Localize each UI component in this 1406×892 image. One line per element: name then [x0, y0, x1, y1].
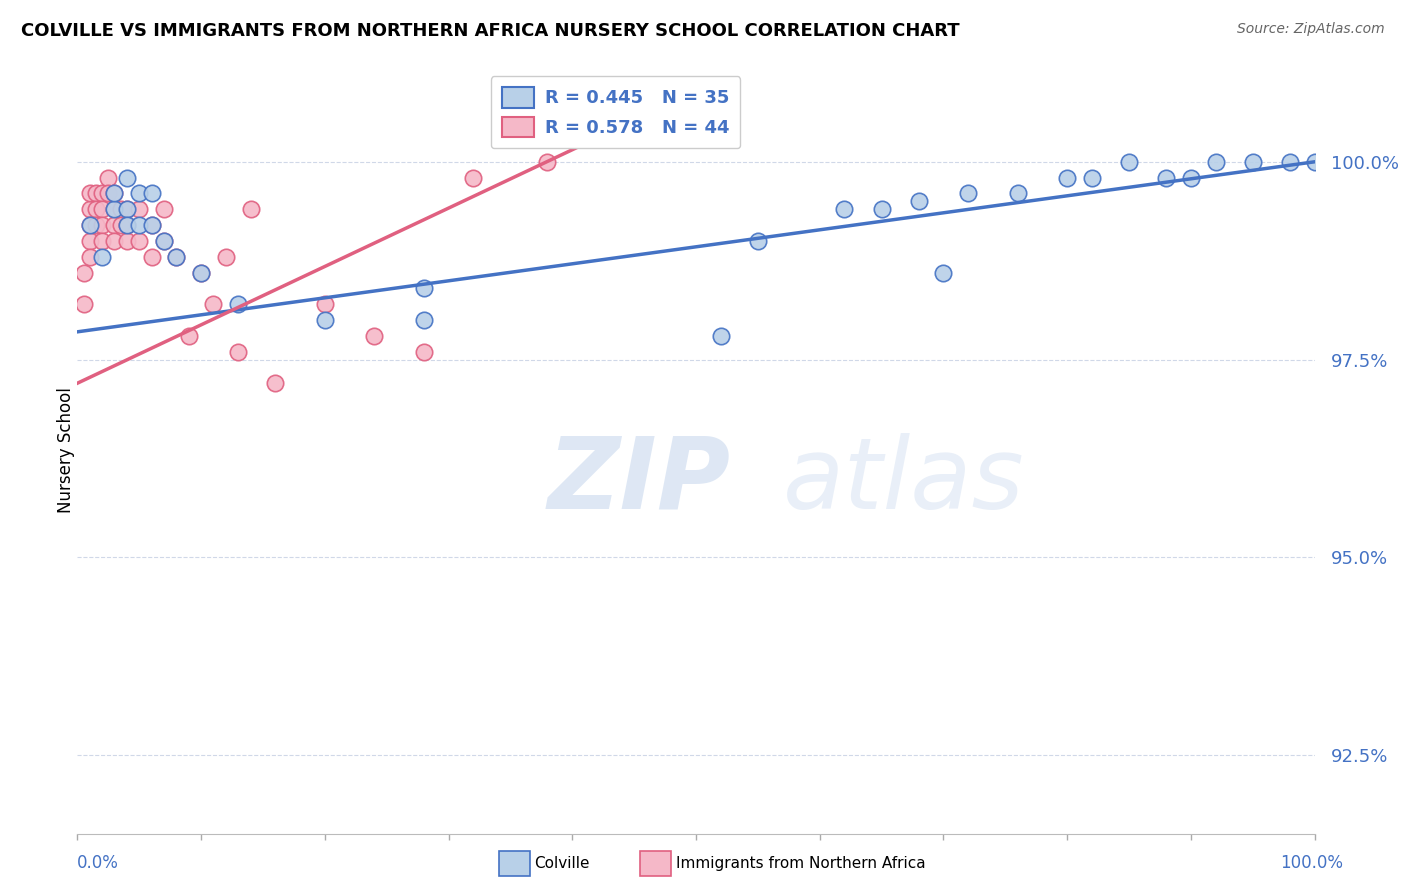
Point: [128, 202, 150, 217]
Point: [141, 250, 163, 264]
Point: [165, 250, 187, 264]
Point: [412, 313, 434, 327]
Point: [314, 313, 336, 327]
Point: [103, 218, 125, 232]
Point: [110, 218, 132, 232]
Point: [165, 250, 187, 264]
Point: [79, 250, 101, 264]
Point: [710, 328, 733, 343]
Point: [115, 234, 138, 248]
Point: [1205, 154, 1227, 169]
Point: [103, 202, 125, 217]
Point: [103, 186, 125, 201]
Point: [72, 297, 94, 311]
Point: [1303, 154, 1326, 169]
Point: [79, 234, 101, 248]
Y-axis label: Nursery School: Nursery School: [58, 387, 75, 514]
Point: [1118, 154, 1140, 169]
Point: [907, 194, 929, 209]
Legend: R = 0.445   N = 35, R = 0.578   N = 44: R = 0.445 N = 35, R = 0.578 N = 44: [491, 76, 741, 148]
Point: [870, 202, 893, 217]
Point: [128, 218, 150, 232]
Point: [115, 218, 138, 232]
Point: [226, 344, 249, 359]
Point: [115, 218, 138, 232]
Point: [239, 202, 262, 217]
Point: [141, 218, 163, 232]
Point: [412, 281, 434, 295]
Point: [264, 376, 287, 391]
Point: [97, 170, 120, 185]
Point: [91, 218, 114, 232]
Point: [72, 266, 94, 280]
Point: [84, 186, 107, 201]
Point: [79, 186, 101, 201]
Point: [103, 186, 125, 201]
Point: [177, 328, 200, 343]
Text: 100.0%: 100.0%: [1279, 855, 1343, 872]
Point: [1081, 170, 1104, 185]
Point: [115, 202, 138, 217]
Point: [91, 250, 114, 264]
Point: [153, 234, 176, 248]
Point: [314, 297, 336, 311]
Point: [1154, 170, 1177, 185]
Point: [1241, 154, 1264, 169]
Point: [957, 186, 980, 201]
Point: [84, 202, 107, 217]
Point: [110, 202, 132, 217]
Point: [536, 154, 558, 169]
Text: atlas: atlas: [783, 433, 1024, 530]
Point: [79, 218, 101, 232]
Point: [141, 218, 163, 232]
Point: [79, 218, 101, 232]
Point: [79, 202, 101, 217]
Point: [412, 344, 434, 359]
Point: [747, 234, 769, 248]
Point: [103, 202, 125, 217]
Point: [1056, 170, 1078, 185]
Point: [141, 186, 163, 201]
Point: [1007, 186, 1029, 201]
Point: [834, 202, 856, 217]
Point: [91, 234, 114, 248]
Point: [215, 250, 238, 264]
Point: [226, 297, 249, 311]
Point: [115, 202, 138, 217]
Point: [153, 234, 176, 248]
Text: ZIP: ZIP: [547, 433, 731, 530]
Point: [91, 202, 114, 217]
Text: Source: ZipAtlas.com: Source: ZipAtlas.com: [1237, 22, 1385, 37]
Point: [932, 266, 955, 280]
Point: [190, 266, 212, 280]
Point: [128, 234, 150, 248]
Point: [84, 218, 107, 232]
Point: [190, 266, 212, 280]
Point: [153, 202, 176, 217]
Point: [1180, 170, 1202, 185]
Point: [128, 186, 150, 201]
Point: [202, 297, 225, 311]
Point: [363, 328, 385, 343]
Point: [115, 170, 138, 185]
Text: Immigrants from Northern Africa: Immigrants from Northern Africa: [676, 856, 927, 871]
Text: Colville: Colville: [534, 856, 589, 871]
Point: [103, 234, 125, 248]
Point: [91, 186, 114, 201]
Text: 0.0%: 0.0%: [77, 855, 120, 872]
Text: COLVILLE VS IMMIGRANTS FROM NORTHERN AFRICA NURSERY SCHOOL CORRELATION CHART: COLVILLE VS IMMIGRANTS FROM NORTHERN AFR…: [21, 22, 960, 40]
Point: [463, 170, 485, 185]
Point: [1278, 154, 1301, 169]
Point: [97, 186, 120, 201]
